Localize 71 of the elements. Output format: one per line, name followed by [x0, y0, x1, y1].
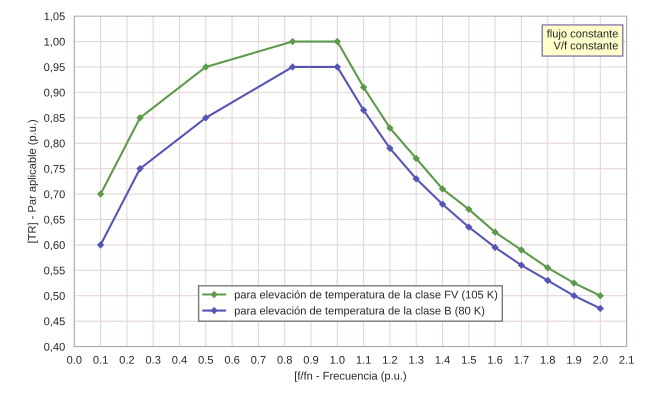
point: [544, 277, 552, 284]
point: [544, 264, 552, 272]
x-tick-label: 0.2: [120, 356, 134, 364]
y-tick-label: 0,95: [44, 63, 65, 72]
x-tick-label: 1.1: [356, 356, 371, 364]
x-tick-label: 1.0: [330, 356, 345, 364]
y-tick-label: 0,40: [44, 342, 65, 352]
point: [334, 63, 341, 70]
point: [136, 165, 144, 172]
point: [386, 124, 394, 132]
point: [465, 224, 472, 231]
point: [570, 280, 578, 286]
x-tick-label: 1.5: [462, 356, 476, 364]
legend-label: para elevación de temperatura de la clase B (80 K): [234, 306, 484, 317]
y-tick-label: 0,90: [44, 88, 65, 98]
point: [360, 84, 368, 91]
y-tick-label: 0,45: [44, 317, 65, 327]
x-tick-label: 0.1: [93, 356, 108, 364]
x-tick-label: 2.1: [619, 356, 634, 364]
point: [97, 241, 104, 248]
y-tick-label: 1,05: [44, 12, 65, 22]
x-tick-label: 0.4: [172, 356, 187, 364]
point: [202, 114, 210, 122]
x-tick-label: 1.9: [567, 356, 582, 364]
point: [439, 200, 446, 208]
y-tick-label: 0,65: [44, 216, 65, 225]
y-tick-label: 0,80: [44, 139, 65, 149]
y-tick-label: 1,00: [44, 38, 65, 47]
point: [136, 114, 144, 122]
point: [492, 228, 499, 236]
annotation: flujo constante V/f constante: [546, 29, 618, 50]
x-tick-label: 1.8: [540, 356, 555, 364]
point: [439, 186, 446, 192]
x-tick-label: 1.4: [436, 356, 450, 364]
point: [596, 304, 604, 312]
y-axis-title: [TR] - Par aplicable (p.u.): [28, 120, 38, 243]
point: [412, 155, 420, 162]
y-tick-label: 0,55: [44, 266, 65, 276]
y-tick-label: 0,75: [44, 164, 65, 174]
point: [596, 292, 604, 300]
x-tick-label: 1.3: [409, 356, 424, 364]
x-tick-label: 0.0: [67, 356, 82, 364]
y-tick-label: 0,70: [44, 190, 65, 200]
point: [97, 190, 104, 198]
point: [202, 63, 210, 70]
point: [465, 206, 472, 213]
y-tick-label: 0,50: [44, 292, 65, 302]
point: [386, 144, 394, 152]
point: [289, 63, 296, 70]
point: [334, 38, 341, 46]
x-tick-label: 0.9: [304, 356, 318, 364]
point: [518, 246, 525, 254]
x-tick-label: 2.0: [593, 356, 608, 364]
x-axis-title: [f/fn - Frecuencia (p.u.): [295, 372, 406, 382]
x-tick-label: 0.8: [277, 356, 292, 364]
x-tick-label: 0.7: [251, 356, 266, 364]
point: [289, 38, 296, 46]
x-tick-label: 1.7: [514, 356, 529, 364]
point: [492, 244, 499, 251]
point: [412, 175, 420, 182]
x-tick-label: 1.2: [383, 356, 398, 364]
x-tick-label: 0.3: [146, 356, 160, 364]
y-tick-label: 0,60: [44, 241, 65, 250]
point: [570, 292, 578, 300]
point: [518, 262, 525, 269]
legend-label: para elevación de temperatura de la clase FV (105 K): [234, 290, 498, 301]
point: [360, 106, 368, 114]
x-tick-label: 0.6: [224, 356, 240, 364]
y-tick-label: 0,85: [44, 114, 65, 124]
x-tick-label: 0.5: [198, 356, 214, 364]
x-tick-label: 1.6: [488, 356, 502, 364]
